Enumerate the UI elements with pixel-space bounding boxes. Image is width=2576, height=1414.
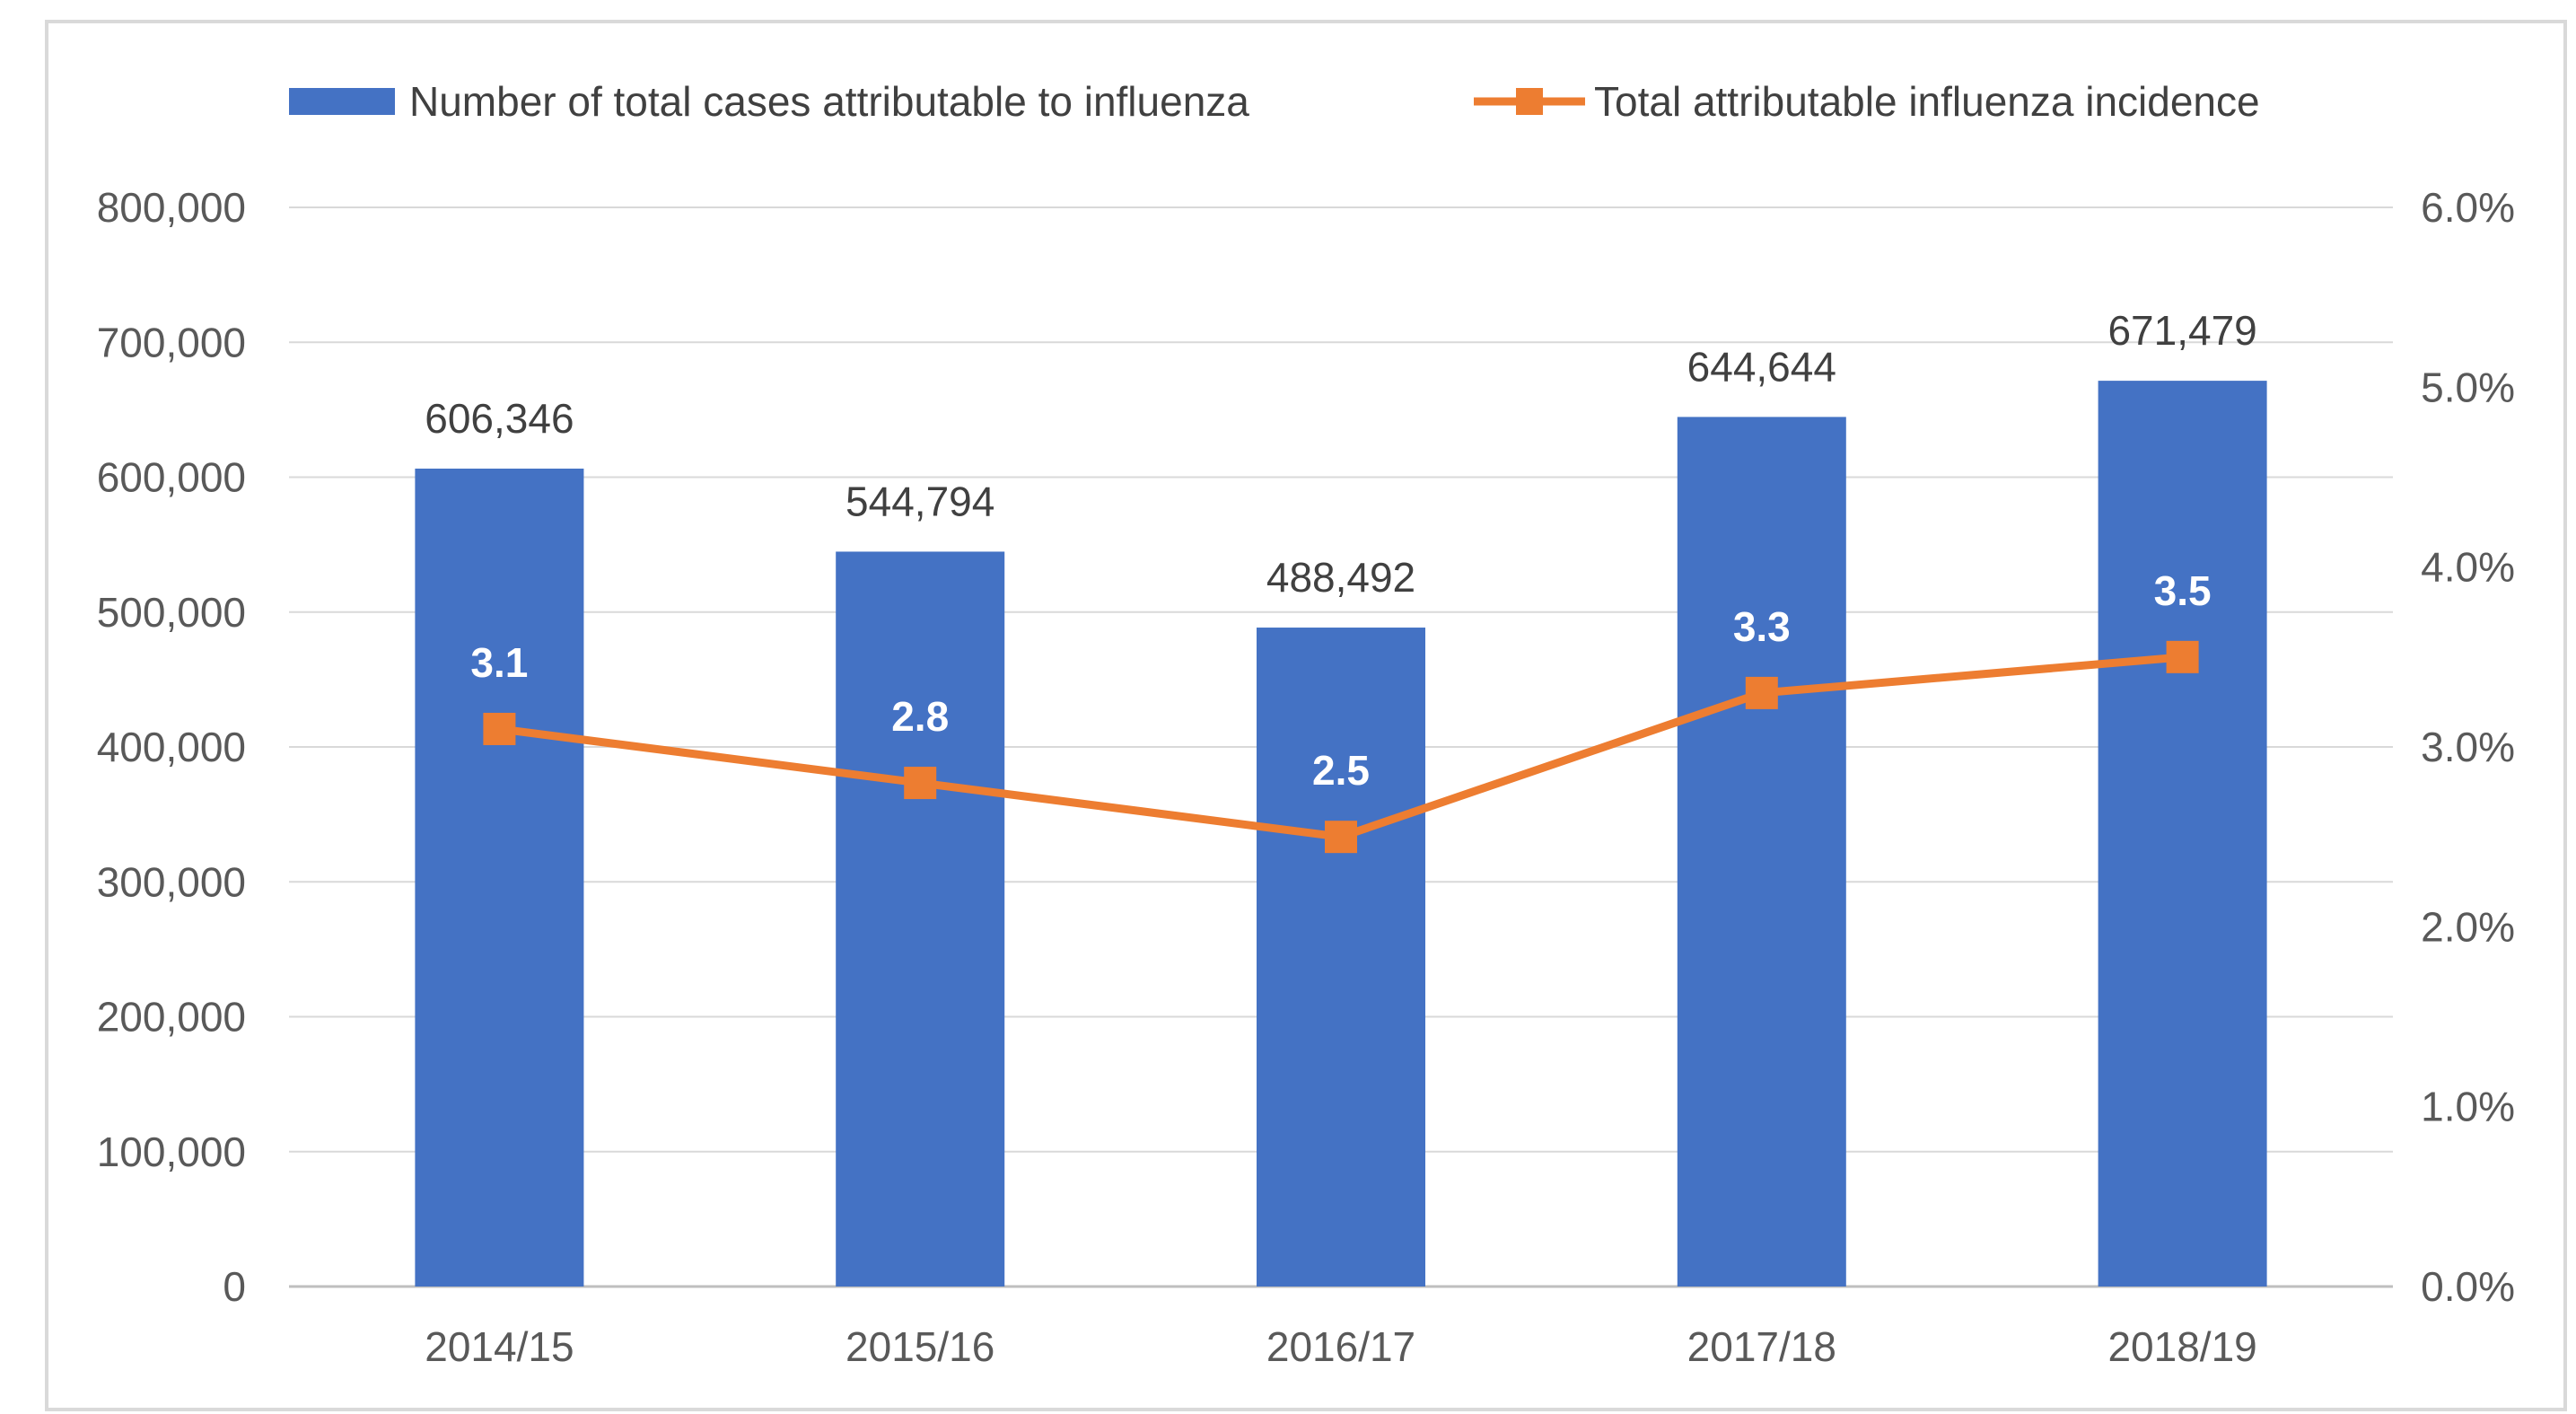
legend-bar-swatch (289, 88, 395, 115)
line-data-label: 3.1 (470, 639, 528, 686)
right-axis-tick-label: 2.0% (2421, 903, 2515, 950)
right-axis-tick-label: 3.0% (2421, 724, 2515, 770)
chart-frame: Number of total cases attributable to in… (45, 20, 2567, 1411)
left-axis-tick-label: 800,000 (97, 184, 246, 231)
left-axis-tick-label: 100,000 (97, 1129, 246, 1175)
legend-line-marker (1516, 88, 1543, 115)
line-data-label: 3.3 (1733, 603, 1791, 650)
category-label: 2018/19 (2107, 1323, 2256, 1370)
right-axis-tick-label: 1.0% (2421, 1084, 2515, 1130)
bar-data-label: 671,479 (2107, 307, 2256, 354)
legend-line-label: Total attributable influenza incidence (1594, 78, 2260, 125)
left-axis-tick-label: 200,000 (97, 994, 246, 1041)
bar-data-label: 644,644 (1687, 343, 1836, 390)
legend-bar-label: Number of total cases attributable to in… (409, 78, 1249, 125)
bar (1677, 417, 1846, 1287)
category-label: 2017/18 (1687, 1323, 1836, 1370)
right-axis-tick-label: 0.0% (2421, 1263, 2515, 1310)
chart-svg: Number of total cases attributable to in… (97, 78, 2515, 1370)
line-marker (483, 712, 516, 745)
left-axis-tick-label: 600,000 (97, 454, 246, 501)
line-marker (904, 767, 937, 800)
left-axis-ticks: 800,000 700,000 600,000 500,000 400,000 300,0… (97, 184, 246, 1310)
bar (836, 551, 1005, 1287)
left-axis-tick-label: 500,000 (97, 589, 246, 636)
line-marker (2166, 640, 2199, 673)
right-axis-ticks: 6.0% 5.0% 4.0% 3.0% 2.0% 1.0% 0.0% (2421, 184, 2515, 1310)
bar-data-label: 606,346 (425, 395, 574, 442)
bar (2098, 381, 2267, 1287)
line-data-label: 2.5 (1312, 747, 1370, 794)
right-axis-tick-label: 5.0% (2421, 364, 2515, 410)
bar-data-labels: 606,346 544,794 488,492 644,644 671,479 (425, 307, 2256, 601)
bar-data-label: 488,492 (1266, 554, 1415, 601)
category-label: 2015/16 (846, 1323, 994, 1370)
category-label: 2016/17 (1266, 1323, 1415, 1370)
bar (415, 468, 584, 1287)
right-axis-tick-label: 6.0% (2421, 184, 2515, 231)
bar-series (415, 381, 2267, 1287)
line-series (483, 640, 2199, 854)
bar (1257, 628, 1425, 1287)
bar-data-label: 544,794 (846, 478, 994, 524)
right-axis-tick-label: 4.0% (2421, 544, 2515, 591)
left-axis-tick-label: 0 (223, 1263, 246, 1310)
line-data-label: 3.5 (2154, 567, 2212, 614)
line-marker (1325, 821, 1357, 854)
category-label: 2014/15 (425, 1323, 574, 1370)
legend: Number of total cases attributable to in… (289, 78, 2260, 125)
line-data-label: 2.8 (891, 693, 949, 740)
line-data-labels: 3.1 2.8 2.5 3.3 3.5 (470, 567, 2211, 794)
left-axis-tick-label: 400,000 (97, 724, 246, 770)
category-axis-labels: 2014/15 2015/16 2016/17 2017/18 2018/19 (425, 1323, 2256, 1370)
left-axis-tick-label: 300,000 (97, 858, 246, 905)
left-axis-tick-label: 700,000 (97, 319, 246, 365)
line-marker (1745, 676, 1778, 709)
